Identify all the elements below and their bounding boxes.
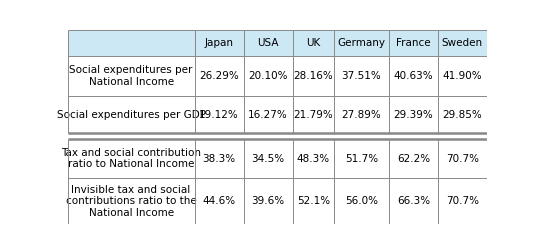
Text: 39.6%: 39.6%: [252, 196, 285, 206]
Text: Japan: Japan: [204, 38, 234, 48]
Text: 38.3%: 38.3%: [202, 154, 235, 164]
Text: 70.7%: 70.7%: [446, 196, 479, 206]
Text: 29.85%: 29.85%: [443, 110, 482, 120]
Bar: [389, 178, 438, 224]
Text: 28.16%: 28.16%: [293, 71, 333, 81]
Text: 51.7%: 51.7%: [345, 154, 378, 164]
Text: Germany: Germany: [338, 38, 386, 48]
Text: Tax and social contribution
ratio to National Income: Tax and social contribution ratio to Nat…: [61, 148, 201, 170]
Text: 66.3%: 66.3%: [397, 196, 430, 206]
Bar: [293, 56, 334, 97]
Text: Sweden: Sweden: [442, 38, 483, 48]
Bar: [293, 139, 334, 178]
Text: 27.89%: 27.89%: [341, 110, 381, 120]
Text: 56.0%: 56.0%: [345, 196, 378, 206]
Bar: [389, 139, 438, 178]
Bar: [438, 56, 487, 97]
Text: Social expenditures per GDP: Social expenditures per GDP: [57, 110, 206, 120]
Bar: [389, 56, 438, 97]
Text: USA: USA: [258, 38, 279, 48]
Text: 16.27%: 16.27%: [248, 110, 288, 120]
Bar: [243, 56, 293, 97]
Text: 21.79%: 21.79%: [293, 110, 333, 120]
Bar: [438, 178, 487, 224]
Bar: [195, 178, 243, 224]
Bar: [68, 30, 195, 56]
Bar: [195, 97, 243, 133]
Bar: [243, 30, 293, 56]
Bar: [243, 178, 293, 224]
Text: France: France: [396, 38, 431, 48]
Bar: [195, 139, 243, 178]
Text: 41.90%: 41.90%: [443, 71, 482, 81]
Bar: [334, 56, 389, 97]
Bar: [68, 178, 195, 224]
Text: 26.29%: 26.29%: [199, 71, 239, 81]
Text: Invisible tax and social
contributions ratio to the
National Income: Invisible tax and social contributions r…: [65, 184, 196, 218]
Bar: [438, 139, 487, 178]
Bar: [389, 97, 438, 133]
Text: 48.3%: 48.3%: [297, 154, 330, 164]
Bar: [389, 30, 438, 56]
Bar: [334, 178, 389, 224]
Bar: [334, 97, 389, 133]
Text: 19.12%: 19.12%: [199, 110, 239, 120]
Bar: [68, 97, 195, 133]
Text: 70.7%: 70.7%: [446, 154, 479, 164]
Bar: [334, 139, 389, 178]
Text: 34.5%: 34.5%: [252, 154, 285, 164]
Bar: [293, 30, 334, 56]
Text: 37.51%: 37.51%: [341, 71, 381, 81]
Bar: [195, 56, 243, 97]
Bar: [438, 30, 487, 56]
Text: 40.63%: 40.63%: [393, 71, 433, 81]
Text: 62.2%: 62.2%: [397, 154, 430, 164]
Text: 52.1%: 52.1%: [297, 196, 330, 206]
Bar: [293, 178, 334, 224]
Bar: [293, 97, 334, 133]
Bar: [243, 97, 293, 133]
Bar: [68, 139, 195, 178]
Bar: [243, 139, 293, 178]
Text: 44.6%: 44.6%: [202, 196, 235, 206]
Text: UK: UK: [306, 38, 320, 48]
Text: 20.10%: 20.10%: [248, 71, 288, 81]
Bar: [438, 97, 487, 133]
Bar: [68, 133, 487, 139]
Text: Social expenditures per
National Income: Social expenditures per National Income: [69, 65, 193, 87]
Bar: [334, 30, 389, 56]
Text: 29.39%: 29.39%: [393, 110, 433, 120]
Bar: [68, 56, 195, 97]
Bar: [195, 30, 243, 56]
